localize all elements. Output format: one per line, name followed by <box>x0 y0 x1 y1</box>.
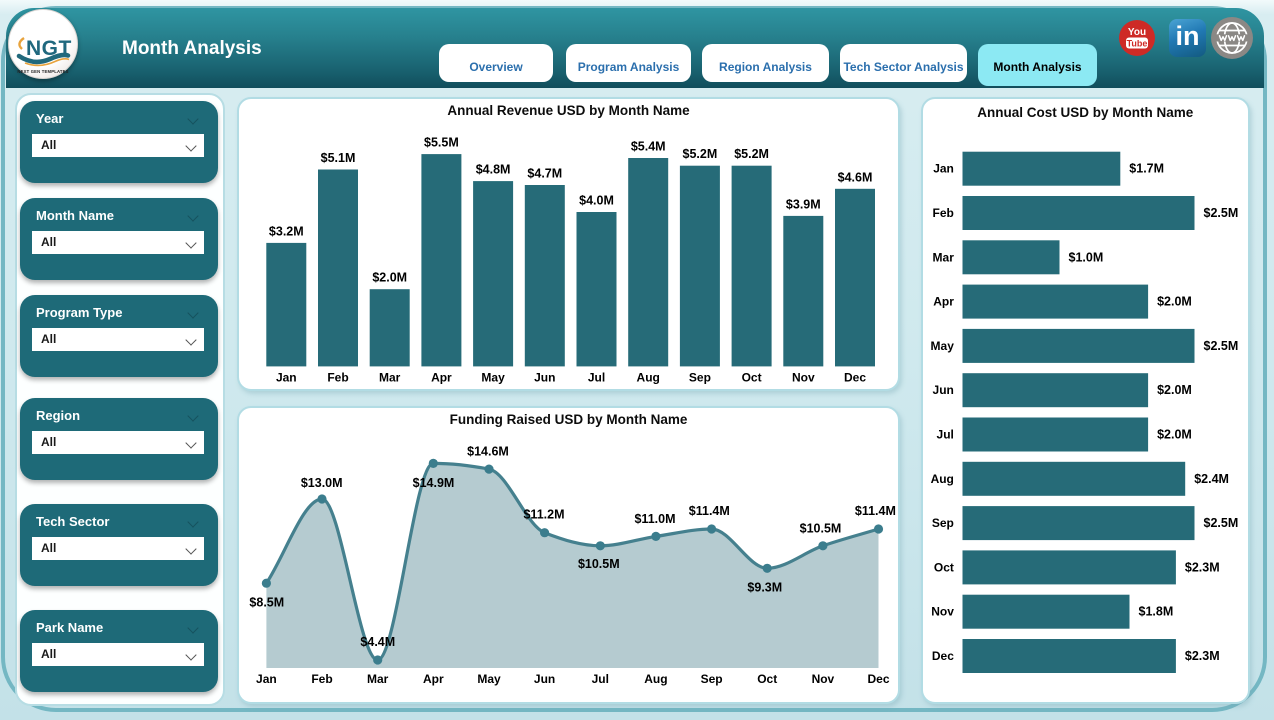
svg-text:$14.6M: $14.6M <box>467 444 509 458</box>
svg-text:You: You <box>1128 27 1146 38</box>
svg-text:$5.1M: $5.1M <box>321 151 356 165</box>
svg-text:$2.3M: $2.3M <box>1184 649 1219 663</box>
svg-text:$3.2M: $3.2M <box>269 224 304 238</box>
svg-text:Aug: Aug <box>637 370 660 384</box>
svg-text:Nov: Nov <box>812 672 835 686</box>
svg-text:$4.0M: $4.0M <box>579 194 614 208</box>
svg-text:$1.0M: $1.0M <box>1068 250 1103 264</box>
svg-text:Apr: Apr <box>423 672 444 686</box>
svg-text:$11.0M: $11.0M <box>634 512 675 526</box>
svg-text:$8.5M: $8.5M <box>249 595 284 609</box>
svg-text:Dec: Dec <box>867 672 889 686</box>
svg-text:Jan: Jan <box>276 370 297 384</box>
svg-text:$13.0M: $13.0M <box>301 476 343 490</box>
svg-text:Jul: Jul <box>936 428 953 442</box>
svg-text:$14.9M: $14.9M <box>413 476 455 490</box>
svg-text:$1.7M: $1.7M <box>1129 162 1164 176</box>
svg-text:Jan: Jan <box>933 162 954 176</box>
svg-text:$9.3M: $9.3M <box>747 580 782 594</box>
svg-text:$2.0M: $2.0M <box>372 271 407 285</box>
svg-text:Aug: Aug <box>644 672 667 686</box>
svg-text:Tube: Tube <box>1127 39 1148 49</box>
svg-text:$2.5M: $2.5M <box>1203 339 1238 353</box>
svg-text:Oct: Oct <box>742 370 762 384</box>
svg-text:Jun: Jun <box>534 672 555 686</box>
svg-text:Aug: Aug <box>930 472 953 486</box>
svg-text:Jul: Jul <box>588 370 605 384</box>
svg-text:$5.2M: $5.2M <box>683 147 718 161</box>
svg-text:$4.4M: $4.4M <box>360 635 395 649</box>
svg-text:May: May <box>481 370 505 384</box>
svg-text:Jun: Jun <box>534 370 555 384</box>
svg-text:May: May <box>477 672 501 686</box>
svg-text:$4.6M: $4.6M <box>838 170 873 184</box>
svg-text:$2.4M: $2.4M <box>1194 472 1229 486</box>
svg-text:Sep: Sep <box>931 516 953 530</box>
svg-text:$10.5M: $10.5M <box>578 557 620 571</box>
svg-text:Dec: Dec <box>844 370 866 384</box>
svg-text:$2.0M: $2.0M <box>1157 383 1192 397</box>
svg-text:Jun: Jun <box>932 383 953 397</box>
svg-text:Feb: Feb <box>327 370 348 384</box>
svg-text:Feb: Feb <box>932 206 953 220</box>
svg-text:$11.2M: $11.2M <box>523 507 564 521</box>
svg-text:$11.4M: $11.4M <box>855 504 896 518</box>
svg-text:Jul: Jul <box>592 672 609 686</box>
svg-text:$5.5M: $5.5M <box>424 136 459 150</box>
svg-text:$11.4M: $11.4M <box>689 504 730 518</box>
svg-text:Oct: Oct <box>757 672 777 686</box>
svg-text:$2.0M: $2.0M <box>1157 428 1192 442</box>
svg-text:Apr: Apr <box>933 295 954 309</box>
svg-text:$2.5M: $2.5M <box>1203 206 1238 220</box>
svg-text:Mar: Mar <box>379 370 401 384</box>
svg-text:Nov: Nov <box>792 370 815 384</box>
svg-text:Mar: Mar <box>932 250 954 264</box>
svg-text:$4.8M: $4.8M <box>476 163 511 177</box>
svg-text:$3.9M: $3.9M <box>786 197 821 211</box>
svg-text:Oct: Oct <box>933 560 953 574</box>
svg-text:$2.3M: $2.3M <box>1184 560 1219 574</box>
svg-text:Sep: Sep <box>701 672 723 686</box>
svg-text:Sep: Sep <box>689 370 711 384</box>
svg-text:Jan: Jan <box>256 672 277 686</box>
svg-text:$10.5M: $10.5M <box>800 521 842 535</box>
svg-text:$5.4M: $5.4M <box>631 140 666 154</box>
svg-text:Apr: Apr <box>431 370 452 384</box>
svg-text:$5.2M: $5.2M <box>734 147 769 161</box>
svg-text:Dec: Dec <box>931 649 953 663</box>
svg-text:Nov: Nov <box>931 605 954 619</box>
svg-text:May: May <box>930 339 954 353</box>
svg-text:$4.7M: $4.7M <box>527 167 562 181</box>
svg-text:NGT: NGT <box>26 37 72 60</box>
svg-text:$2.0M: $2.0M <box>1157 295 1192 309</box>
svg-text:Mar: Mar <box>367 672 389 686</box>
svg-text:$2.5M: $2.5M <box>1203 516 1238 530</box>
svg-text:Feb: Feb <box>311 672 332 686</box>
svg-text:$1.8M: $1.8M <box>1138 605 1173 619</box>
